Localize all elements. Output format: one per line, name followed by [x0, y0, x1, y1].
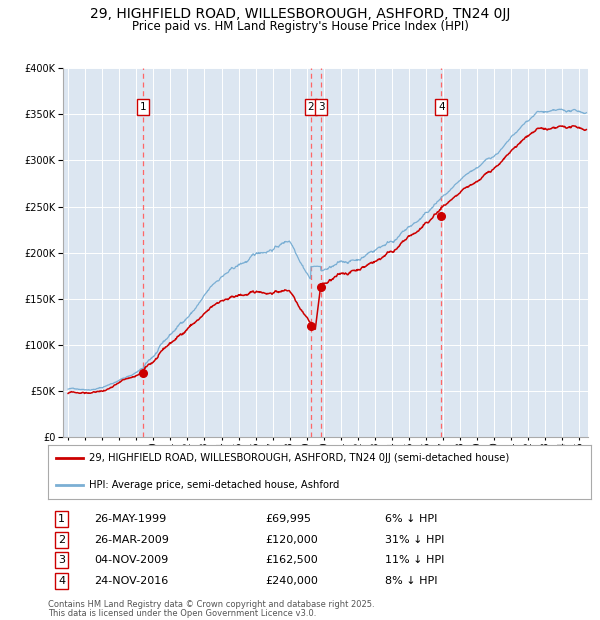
Text: 8% ↓ HPI: 8% ↓ HPI	[385, 576, 437, 586]
Text: £240,000: £240,000	[265, 576, 318, 586]
Text: 26-MAR-2009: 26-MAR-2009	[94, 535, 169, 545]
Text: £69,995: £69,995	[265, 514, 311, 524]
Text: £120,000: £120,000	[265, 535, 318, 545]
Text: 29, HIGHFIELD ROAD, WILLESBOROUGH, ASHFORD, TN24 0JJ (semi-detached house): 29, HIGHFIELD ROAD, WILLESBOROUGH, ASHFO…	[89, 453, 509, 463]
Text: This data is licensed under the Open Government Licence v3.0.: This data is licensed under the Open Gov…	[48, 609, 316, 618]
Text: Contains HM Land Registry data © Crown copyright and database right 2025.: Contains HM Land Registry data © Crown c…	[48, 600, 374, 609]
Text: 04-NOV-2009: 04-NOV-2009	[94, 555, 169, 565]
Text: 1: 1	[140, 102, 146, 112]
Text: HPI: Average price, semi-detached house, Ashford: HPI: Average price, semi-detached house,…	[89, 480, 339, 490]
Text: 4: 4	[58, 576, 65, 586]
Text: 3: 3	[58, 555, 65, 565]
Text: 24-NOV-2016: 24-NOV-2016	[94, 576, 169, 586]
Text: Price paid vs. HM Land Registry's House Price Index (HPI): Price paid vs. HM Land Registry's House …	[131, 20, 469, 33]
Text: 3: 3	[318, 102, 325, 112]
Text: 4: 4	[438, 102, 445, 112]
Text: 26-MAY-1999: 26-MAY-1999	[94, 514, 166, 524]
Text: 11% ↓ HPI: 11% ↓ HPI	[385, 555, 444, 565]
Text: 29, HIGHFIELD ROAD, WILLESBOROUGH, ASHFORD, TN24 0JJ: 29, HIGHFIELD ROAD, WILLESBOROUGH, ASHFO…	[90, 7, 510, 22]
Text: 6% ↓ HPI: 6% ↓ HPI	[385, 514, 437, 524]
Text: 1: 1	[58, 514, 65, 524]
Text: 31% ↓ HPI: 31% ↓ HPI	[385, 535, 444, 545]
Text: £162,500: £162,500	[265, 555, 318, 565]
Text: 2: 2	[58, 535, 65, 545]
Text: 2: 2	[307, 102, 314, 112]
